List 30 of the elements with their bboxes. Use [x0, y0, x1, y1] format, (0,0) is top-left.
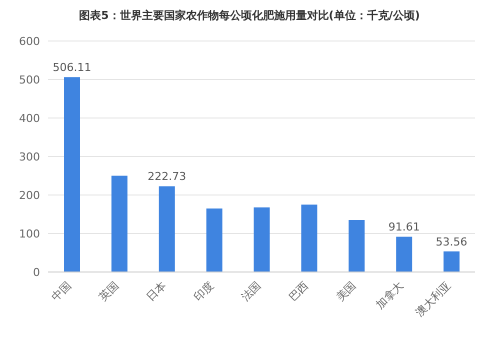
bar	[348, 220, 365, 272]
bar	[64, 77, 80, 272]
data-label: 506.11	[52, 61, 92, 74]
bar	[111, 176, 128, 272]
data-label: 53.56	[436, 235, 468, 248]
y-tick-label: 300	[19, 150, 40, 164]
x-tick-label: 法国	[238, 278, 264, 304]
chart-title: 图表5：世界主要国家农作物每公顷化肥施用量对比(单位：千克/公顷)	[78, 8, 421, 23]
data-label: 222.73	[148, 170, 186, 184]
bar	[396, 236, 412, 272]
y-tick-label: 400	[19, 112, 40, 125]
x-tick-label: 加拿大	[373, 278, 406, 312]
x-tick-label: 澳大利亚	[413, 278, 454, 320]
y-tick-label: 0	[33, 266, 40, 279]
y-tick-label: 600	[19, 34, 40, 48]
bar	[158, 186, 175, 272]
x-tick-label: 印度	[191, 278, 216, 304]
bar	[301, 204, 318, 272]
x-tick-label: 英国	[96, 278, 122, 304]
x-tick-label: 中国	[49, 278, 74, 304]
y-tick-label: 100	[19, 227, 40, 240]
bar	[254, 207, 270, 272]
x-tick-label: 日本	[144, 278, 169, 304]
bar	[206, 208, 222, 272]
x-tick-label: 美国	[334, 278, 359, 304]
bar	[444, 251, 460, 272]
y-tick-label: 200	[19, 188, 40, 202]
x-tick-label: 巴西	[286, 278, 312, 304]
y-tick-label: 500	[19, 73, 40, 86]
data-label: 91.61	[388, 220, 420, 234]
